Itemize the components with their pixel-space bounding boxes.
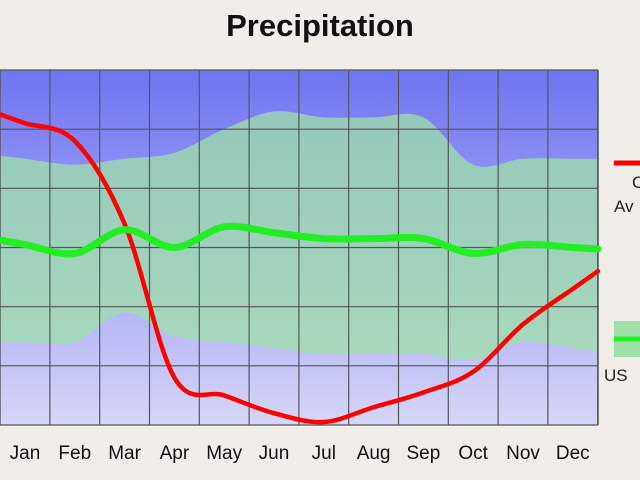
x-tick-label: Nov xyxy=(506,443,540,464)
series-1 xyxy=(0,112,601,425)
series-line-1 xyxy=(0,112,601,425)
legend-label-1: C xyxy=(632,173,640,192)
x-tick-label: Feb xyxy=(58,443,91,464)
x-tick-label: Dec xyxy=(556,443,590,464)
x-tick-label: Apr xyxy=(160,443,190,464)
x-tick-label: May xyxy=(206,443,242,464)
x-tick-label: Sep xyxy=(406,443,440,464)
series-2 xyxy=(0,222,602,258)
chart-title: Precipitation xyxy=(226,8,414,43)
x-tick-label: Aug xyxy=(357,443,391,464)
x-tick-label: Jan xyxy=(10,443,41,464)
x-tick-label: Oct xyxy=(458,443,488,464)
legend-label-2: Av xyxy=(614,197,634,216)
series-line-2 xyxy=(0,222,602,258)
x-tick-label: Jun xyxy=(259,443,290,464)
legend-label-3: US xyxy=(604,366,628,385)
grid-lines xyxy=(0,69,599,426)
x-tick-label: Mar xyxy=(108,443,141,464)
x-axis-tick-labels: Jan Feb Mar Apr May Jun Jul Aug Sep Oct Nov Dec xyxy=(10,443,590,464)
x-tick-label: Jul xyxy=(312,443,336,464)
legend: C Av US xyxy=(604,160,640,385)
